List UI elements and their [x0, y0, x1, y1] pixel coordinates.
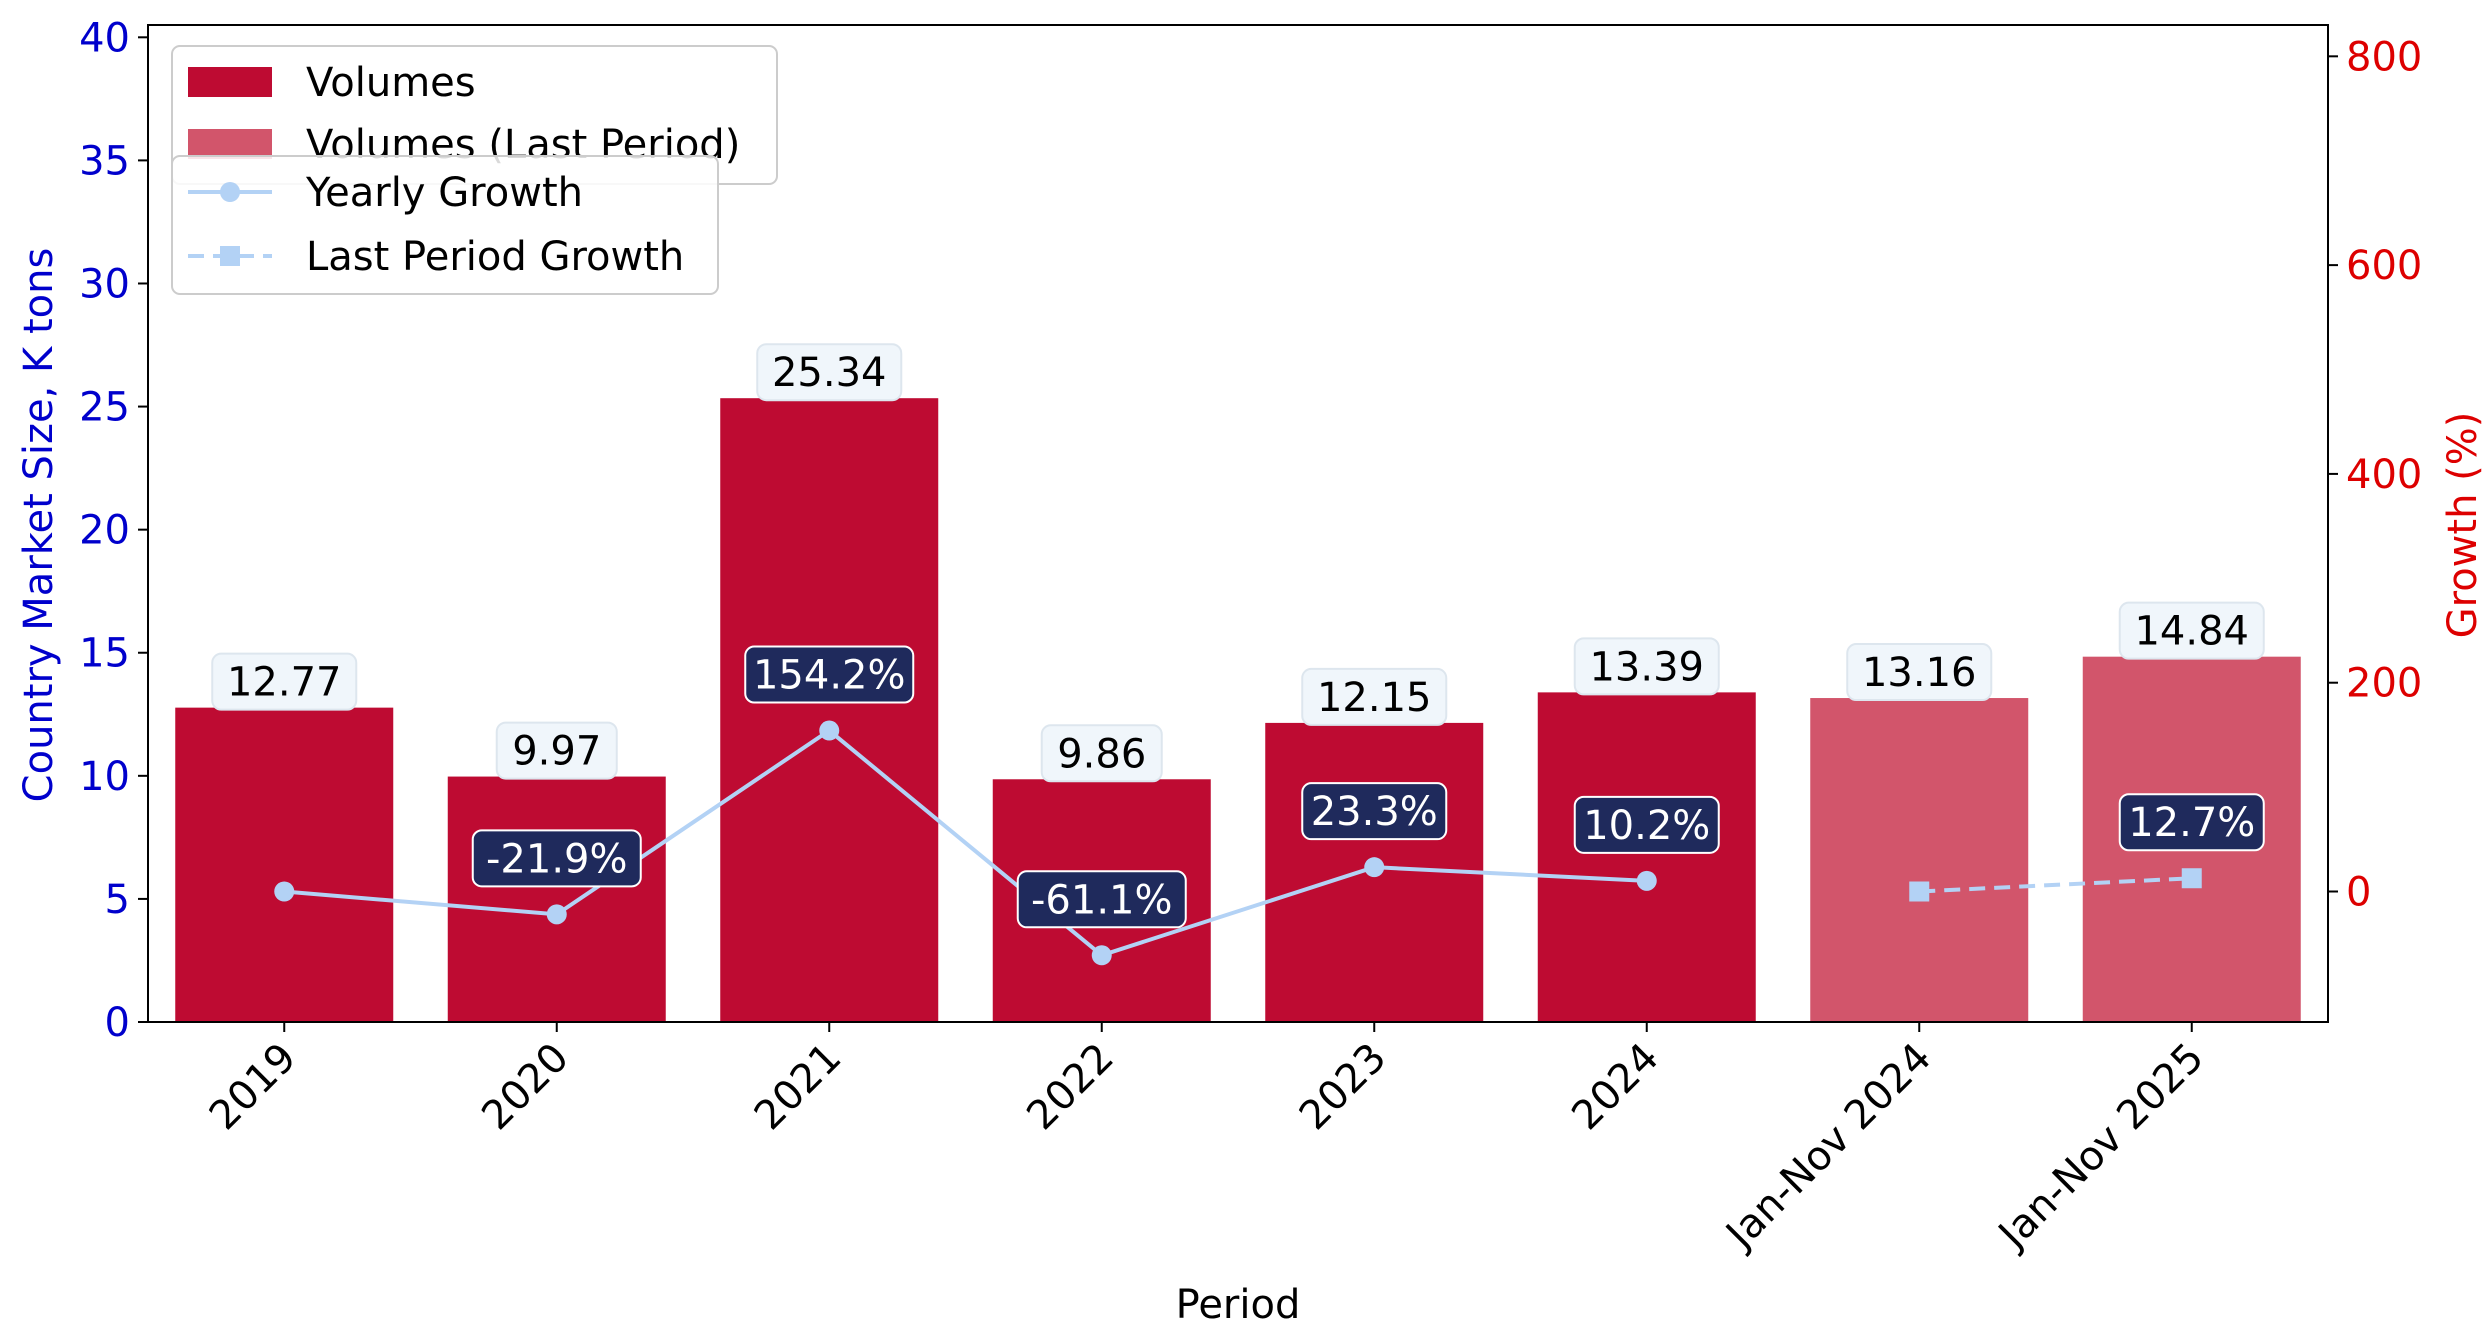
- growth-value-label-box: [1301, 782, 1448, 841]
- bar-value-label-box: [211, 652, 358, 711]
- growth-value-label: -21.9%: [471, 829, 642, 888]
- plot-frame: [147, 24, 2329, 1023]
- x-tick-label: Jan-Nov 2025: [1988, 1035, 2213, 1260]
- growth-value-label-box: [471, 829, 642, 888]
- y-tick-label: 25: [79, 385, 130, 431]
- y2-axis-title: Growth (%): [2440, 412, 2486, 639]
- bar-value-label-box: [1846, 643, 1993, 702]
- legend-label: Volumes: [306, 60, 476, 106]
- bar-value-label-text: 9.97: [512, 729, 601, 775]
- data-labels-layer: 12.77 9.97 25.34 9.86 12.15 13.39 13.16 14.84 -2…: [211, 343, 2265, 929]
- y2-tick-label: 600: [2346, 243, 2422, 289]
- bar-value-label-text: 12.77: [227, 660, 342, 706]
- last-period-growth-line: [1919, 876, 2192, 894]
- legend-label: Yearly Growth: [305, 170, 583, 216]
- yearly-growth-point: [274, 881, 295, 902]
- bar-value-label: 9.97: [495, 721, 618, 780]
- bar-value-label: 13.16: [1846, 643, 1993, 702]
- yearly-growth-point: [819, 720, 840, 741]
- growth-value-label: 10.2%: [1573, 795, 1720, 854]
- legend-growth-frame: [171, 155, 719, 295]
- growth-value-label-text: 10.2%: [1583, 803, 1710, 849]
- bar-value-label-box: [2118, 601, 2265, 660]
- y-tick-label: 0: [105, 1000, 130, 1046]
- growth-value-label-text: 154.2%: [753, 653, 906, 699]
- y-tick-label: 30: [79, 261, 130, 307]
- y-tick-label: 20: [79, 508, 130, 554]
- growth-lines-layer: [274, 720, 2202, 966]
- legend-marker: [220, 246, 240, 266]
- bar-value-label-text: 12.15: [1317, 675, 1432, 721]
- bar-value-label: 14.84: [2118, 601, 2265, 660]
- yearly-growth-point: [1364, 857, 1385, 878]
- bar-value-label: 9.86: [1040, 724, 1163, 783]
- y2-tick-label: 200: [2346, 661, 2422, 707]
- bar-value-label-box: [756, 343, 903, 402]
- last-period-growth-point: [2181, 868, 2202, 889]
- legend-label: Last Period Growth: [306, 234, 684, 280]
- yearly-growth-line: [284, 728, 1647, 958]
- legend-growth: Yearly Growth Last Period Growth: [171, 155, 719, 295]
- y-axis-title: Country Market Size, K tons: [16, 248, 62, 803]
- bar-value-label-box: [1301, 667, 1448, 726]
- bar-jan-nov-2024: [1810, 698, 2029, 1022]
- y2-tick-label: 400: [2346, 452, 2422, 498]
- growth-value-label-box: [744, 645, 915, 704]
- legend-marker: [220, 182, 240, 202]
- bars-layer: [175, 398, 2301, 1023]
- x-tick-label: 2022: [1018, 1035, 1123, 1140]
- growth-value-label-text: -61.1%: [1031, 877, 1173, 923]
- growth-value-label-box: [2118, 793, 2265, 852]
- y2-tick-label: 0: [2346, 870, 2371, 916]
- x-tick-label: 2019: [201, 1035, 306, 1140]
- growth-value-label-text: 12.7%: [2128, 800, 2255, 846]
- growth-value-label: 23.3%: [1301, 782, 1448, 841]
- y-tick-label: 15: [79, 631, 130, 677]
- y-tick-label: 10: [79, 754, 130, 800]
- last-period-growth-point: [1909, 881, 1930, 902]
- y-tick-label: 40: [79, 15, 130, 61]
- bar-value-label-box: [1040, 724, 1163, 783]
- y-tick-label: 5: [105, 877, 130, 923]
- bar-value-label-box: [495, 721, 618, 780]
- bar-value-label-text: 9.86: [1057, 731, 1146, 777]
- x-tick-label: 2023: [1291, 1035, 1396, 1140]
- bar-value-label-text: 14.84: [2134, 609, 2249, 655]
- x-tick-label: 2021: [746, 1035, 851, 1140]
- bar-value-label: 13.39: [1573, 637, 1720, 696]
- y2-tick-label: 800: [2346, 34, 2422, 80]
- legend-swatch: [188, 67, 272, 97]
- bar-2024: [1537, 692, 1756, 1022]
- bar-value-label-text: 13.39: [1589, 644, 1704, 690]
- bar-value-label: 12.15: [1301, 667, 1448, 726]
- x-tick-label: 2024: [1563, 1035, 1668, 1140]
- x-axis-title: Period: [1176, 1282, 1301, 1328]
- yearly-growth-point: [1636, 870, 1657, 891]
- bar-value-label-text: 25.34: [772, 350, 887, 396]
- growth-value-label-text: 23.3%: [1311, 789, 1438, 835]
- x-tick-label: Jan-Nov 2024: [1716, 1035, 1941, 1260]
- bar-value-label: 12.77: [211, 652, 358, 711]
- growth-value-label: -61.1%: [1016, 870, 1187, 929]
- growth-value-label: 12.7%: [2118, 793, 2265, 852]
- y-tick-label: 35: [79, 138, 130, 184]
- growth-value-label-text: -21.9%: [486, 836, 628, 882]
- growth-value-label-box: [1573, 795, 1720, 854]
- bar-2021: [720, 398, 939, 1023]
- yearly-growth-point: [1091, 945, 1112, 966]
- growth-value-label: 154.2%: [744, 645, 915, 704]
- bar-value-label-text: 13.16: [1862, 650, 1977, 696]
- x-tick-label: 2020: [473, 1035, 578, 1140]
- bar-2019: [175, 707, 394, 1022]
- growth-value-label-box: [1016, 870, 1187, 929]
- bar-value-label: 25.34: [756, 343, 903, 402]
- yearly-growth-point: [546, 904, 567, 925]
- legend-swatch: [188, 129, 272, 159]
- bar-2020: [447, 776, 666, 1022]
- bar-value-label-box: [1573, 637, 1720, 696]
